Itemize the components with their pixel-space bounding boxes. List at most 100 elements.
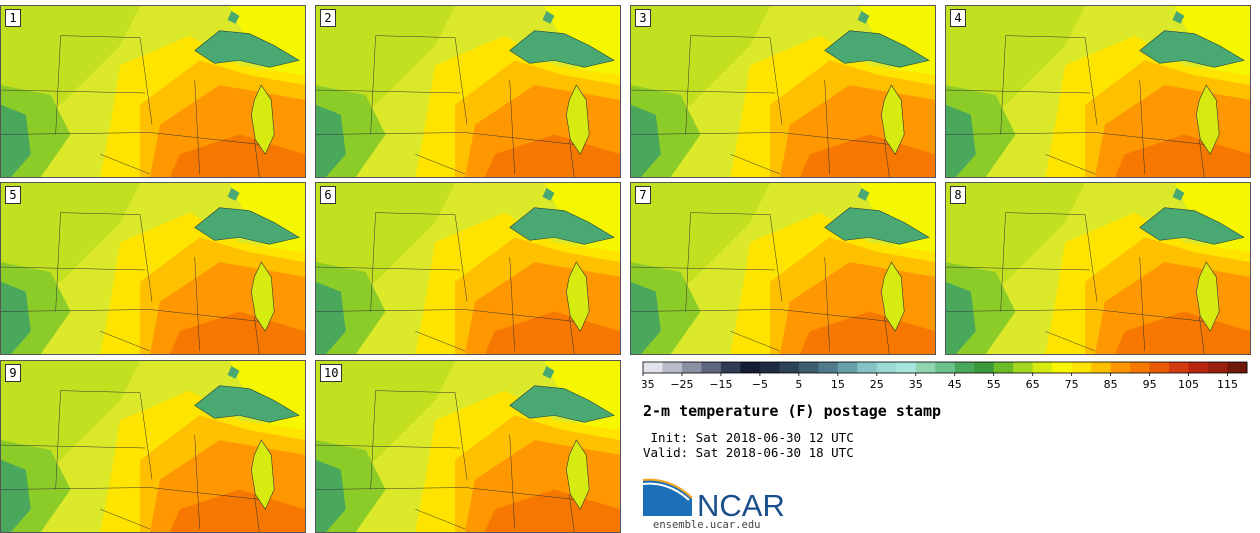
hot-zone	[484, 134, 620, 177]
warm-zone-yellow-north	[150, 361, 305, 450]
state-borders	[316, 212, 575, 354]
stamp-panel-7: 7	[630, 182, 936, 355]
temperature-map	[316, 183, 620, 354]
colorbar-tick-label: 115	[1217, 378, 1238, 391]
page-title: 2-m temperature (F) postage stamp	[643, 402, 942, 420]
lake-superior	[194, 207, 300, 245]
panel-number: 6	[320, 186, 336, 204]
lake-of-the-woods	[227, 10, 240, 24]
cold-zone-west	[316, 459, 346, 532]
lake-of-the-woods	[227, 365, 240, 379]
cold-zone-west	[946, 281, 976, 354]
colorbar-tick-label: −15	[709, 378, 732, 391]
lake-superior	[509, 207, 615, 245]
hot-zone	[169, 489, 305, 532]
cool-zone-north	[1, 183, 141, 292]
colorbar-segment	[974, 362, 995, 373]
colorbar-segment	[1149, 362, 1170, 373]
temperature-map	[1, 361, 305, 532]
colorbar-tick-label: 85	[1104, 378, 1118, 391]
hot-zone	[169, 311, 305, 354]
lake-of-the-woods	[857, 10, 870, 24]
cool-zone-north	[1, 6, 141, 115]
colorbar-tick-label: 35	[909, 378, 923, 391]
colorbar-segment	[681, 362, 702, 373]
lake-superior	[509, 30, 615, 68]
lake-superior	[509, 385, 615, 423]
colorbar-tick-label: 25	[870, 378, 884, 391]
colorbar-segment	[662, 362, 683, 373]
colorbar-segment	[1227, 362, 1248, 373]
lake-superior	[194, 385, 300, 423]
panel-number: 9	[5, 364, 21, 382]
lake-michigan	[251, 439, 275, 510]
init-time: Init: Sat 2018-06-30 12 UTC	[643, 430, 854, 445]
stamp-panel-4: 4	[945, 5, 1251, 178]
logo-text: NCAR	[697, 488, 785, 518]
stamp-panel-9: 9	[0, 360, 306, 533]
hot-zone	[799, 134, 935, 177]
cool-zone-north	[631, 6, 771, 115]
state-borders	[1, 390, 260, 532]
colorbar-tick-label: 75	[1065, 378, 1079, 391]
colorbar-segment	[818, 362, 839, 373]
lake-superior	[824, 30, 930, 68]
lake-michigan	[251, 84, 275, 155]
colorbar-tick-label: −35	[642, 378, 655, 391]
stamp-panel-5: 5	[0, 182, 306, 355]
colorbar-segment	[1208, 362, 1229, 373]
warm-zone-yellow-north	[1095, 183, 1250, 272]
colorbar-tick-label: 65	[1026, 378, 1040, 391]
colorbar-segment	[701, 362, 722, 373]
cold-zone-west	[631, 104, 661, 177]
colorbar-outline	[642, 361, 1248, 374]
colorbar-tick-label: 15	[831, 378, 845, 391]
cold-zone-west	[316, 281, 346, 354]
stamp-panel-3: 3	[630, 5, 936, 178]
cool-zone-north	[316, 183, 456, 292]
colorbar-segment	[1110, 362, 1131, 373]
colorbar-segment	[1013, 362, 1034, 373]
stamp-panel-1: 1	[0, 5, 306, 178]
colorbar-segment	[779, 362, 800, 373]
panel-number: 2	[320, 9, 336, 27]
panel-number: 4	[950, 9, 966, 27]
colorbar-tick-label: −5	[752, 378, 768, 391]
cool-zone-north	[1, 361, 141, 470]
temperature-map	[1, 183, 305, 354]
lake-of-the-woods	[1172, 187, 1185, 201]
cool-zone-north	[631, 183, 771, 292]
hot-zone	[484, 489, 620, 532]
cool-zone-north	[946, 6, 1086, 115]
state-borders	[631, 212, 890, 354]
valid-time: Valid: Sat 2018-06-30 18 UTC	[643, 445, 854, 460]
cold-zone-west	[1, 281, 31, 354]
colorbar-tick-label: 5	[795, 378, 802, 391]
colorbar-segment	[643, 362, 663, 373]
colorbar-segment	[759, 362, 780, 373]
lake-michigan	[251, 261, 275, 332]
colorbar-segment	[1052, 362, 1073, 373]
colorbar-tick-label: 55	[987, 378, 1001, 391]
temperature-colorbar: −35 −25 −15 −5 5 15 25 35 45 55 65 75 85 95 105 115	[642, 361, 1248, 391]
panel-number: 3	[635, 9, 651, 27]
panel-number: 1	[5, 9, 21, 27]
colorbar-segment	[740, 362, 761, 373]
warm-zone-yellow-north	[1095, 6, 1250, 95]
lake-michigan	[566, 84, 590, 155]
lake-of-the-woods	[857, 187, 870, 201]
hot-zone	[484, 311, 620, 354]
warm-zone-yellow-north	[465, 183, 620, 272]
state-borders	[1, 35, 260, 177]
lake-michigan	[1196, 261, 1220, 332]
warm-zone-yellow-north	[465, 6, 620, 95]
colorbar-segment	[798, 362, 819, 373]
temperature-map	[946, 6, 1250, 177]
panel-number: 8	[950, 186, 966, 204]
state-borders	[316, 35, 575, 177]
colorbar-segment	[1091, 362, 1112, 373]
warm-zone-yellow-north	[465, 361, 620, 450]
lake-michigan	[566, 261, 590, 332]
lake-superior	[1139, 207, 1245, 245]
colorbar-segment	[993, 362, 1014, 373]
